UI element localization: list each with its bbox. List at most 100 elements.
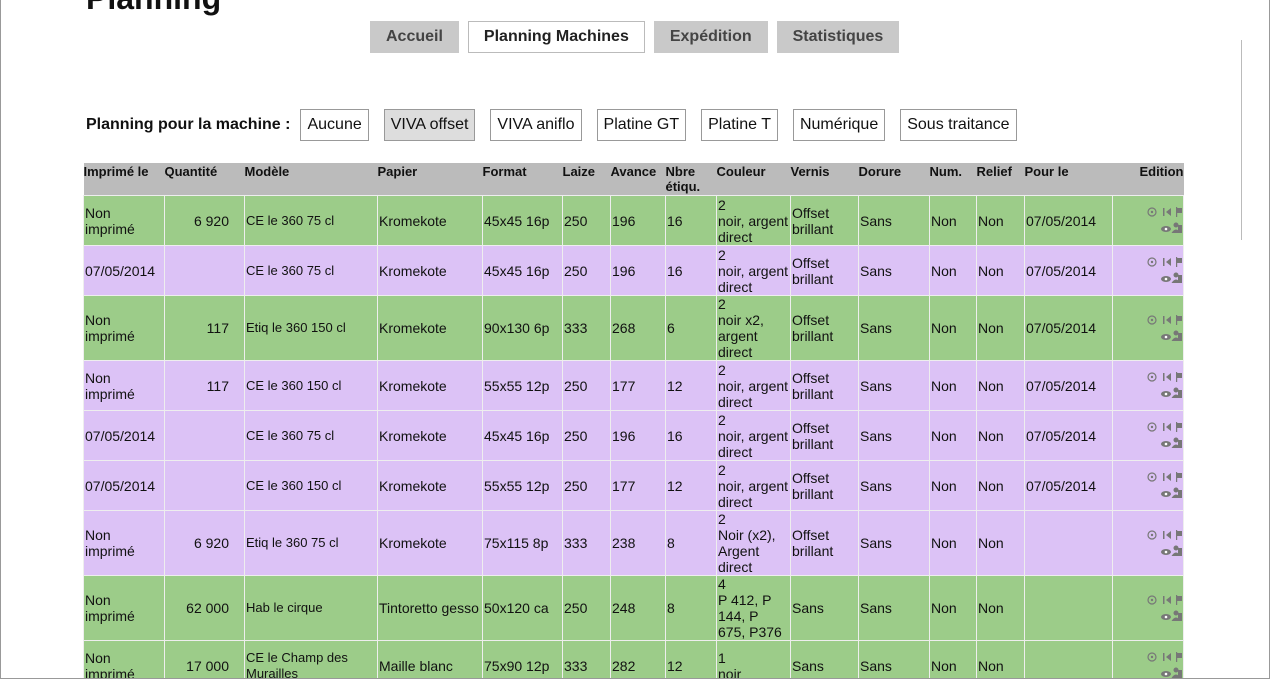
table-cell: Non imprimé — [83, 295, 165, 361]
table-cell: Non — [929, 410, 977, 461]
edition-icons[interactable] — [1132, 469, 1183, 499]
table-cell: 4 P 412, P 144, P 675, P376 — [716, 575, 791, 641]
table-cell — [164, 410, 245, 461]
table-cell: Kromekote — [377, 295, 483, 361]
table-cell: Non imprimé — [83, 360, 165, 411]
table-cell: 12 — [665, 640, 717, 678]
table-cell: Non imprimé — [83, 195, 165, 246]
table-cell: Non — [929, 575, 977, 641]
table-cell: 07/05/2014 — [1024, 460, 1113, 511]
column-header: Avance — [610, 163, 666, 196]
table-cell: 333 — [562, 640, 611, 678]
table-cell: Non imprimé — [83, 510, 165, 576]
table-cell: CE le Champ des Murailles — [244, 640, 378, 678]
table-cell: Non — [929, 360, 977, 411]
column-header: Quantité — [164, 163, 245, 196]
table-cell: CE le 360 150 cl — [244, 360, 378, 411]
table-cell: Non — [976, 195, 1025, 246]
table-row[interactable]: Non imprimé 117 CE le 360 150 cl Kromekote 5… — [83, 360, 1184, 411]
table-cell: 07/05/2014 — [83, 410, 165, 461]
table-cell: 16 — [665, 195, 717, 246]
table-cell: Sans — [858, 195, 930, 246]
table-cell: 248 — [610, 575, 666, 641]
column-header: Format — [482, 163, 563, 196]
nav-tab[interactable]: Statistiques — [776, 21, 900, 53]
table-cell: CE le 360 75 cl — [244, 195, 378, 246]
table-row[interactable]: Non imprimé 117 Etiq le 360 150 cl Kromekot… — [83, 295, 1184, 361]
table-row[interactable]: Non imprimé 6 920 Etiq le 360 75 cl Kromeko… — [83, 510, 1184, 576]
table-cell: Sans — [858, 360, 930, 411]
machine-button[interactable]: Platine GT — [596, 109, 687, 141]
machine-button[interactable]: Sous traitance — [900, 109, 1017, 141]
table-cell: Etiq le 360 75 cl — [244, 510, 378, 576]
nav-tab[interactable]: Accueil — [370, 21, 459, 53]
column-header: Relief — [976, 163, 1025, 196]
edition-icons[interactable] — [1132, 419, 1183, 449]
table-cell: Sans — [858, 575, 930, 641]
table-cell: Non — [929, 195, 977, 246]
table-cell — [1024, 575, 1113, 641]
machine-button[interactable]: VIVA aniflo — [490, 109, 582, 141]
table-cell: 07/05/2014 — [1024, 295, 1113, 361]
edition-icons[interactable] — [1132, 312, 1183, 342]
table-cell: Offset brillant — [790, 360, 859, 411]
table-row[interactable]: 07/05/2014 CE le 360 75 cl Kromekote 45x45 … — [83, 245, 1184, 296]
edition-cell — [1112, 245, 1184, 296]
table-cell: Non — [976, 360, 1025, 411]
table-cell — [1024, 640, 1113, 678]
table-cell: 45x45 16p — [482, 195, 563, 246]
machine-filter: Planning pour la machine : Aucune VIVA off… — [86, 109, 1032, 141]
table-cell: 177 — [610, 360, 666, 411]
machine-button[interactable]: Aucune — [300, 109, 369, 141]
table-cell: 2 noir, argent direct — [716, 360, 791, 411]
table-cell: Sans — [858, 410, 930, 461]
edition-cell — [1112, 410, 1184, 461]
table-cell: 250 — [562, 410, 611, 461]
table-cell: 07/05/2014 — [1024, 195, 1113, 246]
table-cell: Sans — [858, 640, 930, 678]
machine-button[interactable]: Platine T — [701, 109, 778, 141]
column-header: Vernis — [790, 163, 859, 196]
table-cell — [164, 460, 245, 511]
table-row[interactable]: Non imprimé 6 920 CE le 360 75 cl Kromekote… — [83, 195, 1184, 246]
table-cell: Non — [976, 510, 1025, 576]
table-cell: 2 noir x2, argent direct — [716, 295, 791, 361]
table-cell: Offset brillant — [790, 195, 859, 246]
table-cell: 333 — [562, 510, 611, 576]
edition-icons[interactable] — [1132, 204, 1183, 234]
table-cell: CE le 360 150 cl — [244, 460, 378, 511]
nav-tab[interactable]: Expédition — [653, 21, 768, 53]
filter-label: Planning pour la machine : — [86, 116, 291, 133]
edition-cell — [1112, 195, 1184, 246]
table-cell: Non imprimé — [83, 640, 165, 678]
table-cell: Non — [929, 295, 977, 361]
table-cell: 8 — [665, 575, 717, 641]
table-row[interactable]: Non imprimé 17 000 CE le Champ des Muraill… — [83, 640, 1184, 679]
table-cell: Sans — [790, 575, 859, 641]
edition-icons[interactable] — [1132, 527, 1183, 557]
nav-tab[interactable]: Planning Machines — [467, 21, 645, 53]
table-cell — [1024, 510, 1113, 576]
edition-cell — [1112, 295, 1184, 361]
table-cell: Offset brillant — [790, 295, 859, 361]
table-cell: 16 — [665, 410, 717, 461]
machine-button[interactable]: Numérique — [792, 109, 886, 141]
table-cell: 238 — [610, 510, 666, 576]
table-cell: 12 — [665, 460, 717, 511]
table-cell: 196 — [610, 195, 666, 246]
machine-button[interactable]: VIVA offset — [383, 109, 476, 141]
edition-icons[interactable] — [1132, 649, 1183, 679]
table-cell: 45x45 16p — [482, 410, 563, 461]
table-row[interactable]: 07/05/2014 CE le 360 75 cl Kromekote 45x45 … — [83, 410, 1184, 461]
edition-icons[interactable] — [1132, 369, 1183, 399]
edition-icons[interactable] — [1132, 592, 1183, 622]
table-cell: Offset brillant — [790, 460, 859, 511]
table-cell: Kromekote — [377, 245, 483, 296]
table-row[interactable]: 07/05/2014 CE le 360 150 cl Kromekote 55x55… — [83, 460, 1184, 511]
table-cell: 268 — [610, 295, 666, 361]
table-cell: 333 — [562, 295, 611, 361]
edition-icons[interactable] — [1132, 254, 1183, 284]
table-cell: 75x90 12p — [482, 640, 563, 678]
table-row[interactable]: Non imprimé 62 000 Hab le cirque Tintoretto… — [83, 575, 1184, 641]
table-cell: 55x55 12p — [482, 360, 563, 411]
